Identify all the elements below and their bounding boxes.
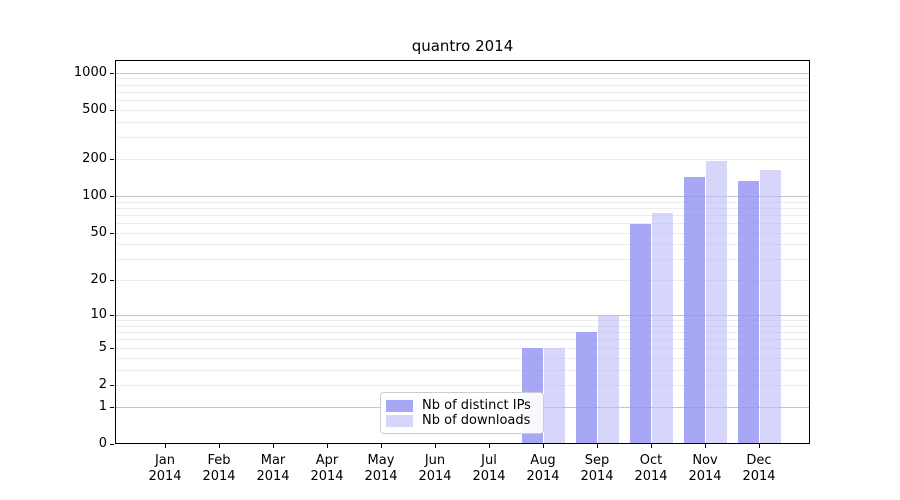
gridline-minor [116,109,809,111]
y-tick-mark [110,347,114,349]
x-tick-mark [219,444,220,448]
x-tick-mark [435,444,436,448]
bar-distinct-ips-sep [575,332,597,443]
y-tick-label: 20 [90,272,107,288]
y-tick-mark [110,406,114,408]
y-tick-mark [110,232,114,234]
y-tick-mark [110,444,114,445]
bar-distinct-ips-dec [737,181,759,443]
gridline-minor [116,244,809,246]
gridline-minor [116,207,809,209]
axis-spine-right [809,60,810,444]
gridline-minor [116,385,809,386]
y-tick-label: 2 [98,377,107,392]
axis-spine-top [115,60,810,61]
x-tick-label: Feb 2014 [202,453,236,484]
legend-swatch-downloads [386,414,413,427]
gridline-minor [116,214,809,216]
legend-row-downloads: Nb of downloads [386,413,534,428]
x-tick-label: Sep 2014 [580,453,614,484]
chart-title: quantro 2014 [411,37,514,55]
x-tick-label: Jun 2014 [418,453,452,484]
gridline-minor [116,369,809,371]
y-tick-mark [110,315,114,317]
y-tick-mark [110,159,114,160]
gridline-minor [116,91,809,93]
x-tick-label: Oct 2014 [634,453,668,484]
x-tick-mark [165,444,166,448]
plot-area: Nb of distinct IPs Nb of downloads [115,60,810,444]
bar-downloads-oct [651,212,673,443]
gridline-minor [116,159,809,160]
x-tick-mark [597,444,598,448]
bar-downloads-nov [705,161,727,443]
x-tick-mark [543,444,544,448]
bar-downloads-aug [543,347,565,443]
gridline-minor [116,137,809,139]
x-tick-label: Dec 2014 [742,453,776,484]
y-tick-label: 10 [90,307,107,323]
y-tick-label: 1000 [73,64,107,80]
gridline-minor [116,325,809,327]
x-tick-label: Mar 2014 [256,453,290,484]
x-tick-label: Apr 2014 [310,453,344,484]
x-tick-mark [327,444,328,448]
legend-label-distinct-ips: Nb of distinct IPs [422,398,531,413]
gridline-minor [116,320,809,322]
gridline-minor [116,121,809,123]
gridline-minor [116,259,809,261]
y-tick-label: 200 [82,151,107,166]
bar-downloads-dec [759,170,781,443]
bar-downloads-sep [597,315,619,443]
gridline-minor [116,78,809,80]
y-tick-label: 1 [98,398,107,414]
gridline-minor [116,280,809,282]
y-tick-label: 100 [82,188,107,203]
gridline-minor [116,84,809,86]
gridline-minor [116,223,809,225]
y-tick-mark [110,280,114,282]
gridline-minor [116,339,809,341]
axis-spine-left [115,60,116,444]
bar-distinct-ips-oct [629,224,651,443]
gridline-minor [116,100,809,102]
x-tick-label: Nov 2014 [688,453,722,484]
legend-swatch-distinct-ips [386,399,413,412]
gridline-minor [116,232,809,234]
axis-spine-bottom [115,443,810,444]
chart-legend: Nb of distinct IPs Nb of downloads [380,392,544,434]
gridline-minor [116,201,809,203]
x-tick-label: May 2014 [364,453,398,484]
y-tick-mark [110,72,114,74]
y-tick-label: 500 [82,101,107,117]
x-tick-mark [705,444,706,448]
y-tick-mark [110,196,114,197]
gridline-major [116,315,809,317]
legend-row-distinct-ips: Nb of distinct IPs [386,398,534,413]
x-tick-mark [759,444,760,448]
gridline-major [116,196,809,197]
bar-distinct-ips-nov [683,176,705,443]
x-tick-mark [381,444,382,448]
legend-label-downloads: Nb of downloads [422,413,531,428]
x-tick-label: Aug 2014 [526,453,560,484]
gridline-minor [116,347,809,349]
y-tick-mark [110,109,114,111]
x-tick-mark [489,444,490,448]
y-tick-label: 5 [98,339,107,355]
gridline-major [116,72,809,74]
x-tick-label: Jan 2014 [148,453,182,484]
x-tick-mark [651,444,652,448]
y-tick-label: 50 [90,224,107,240]
gridline-minor [116,357,809,359]
gridline-minor [116,332,809,334]
x-tick-label: Jul 2014 [472,453,506,484]
x-tick-mark [273,444,274,448]
y-tick-mark [110,385,114,386]
y-tick-label: 0 [98,436,107,451]
